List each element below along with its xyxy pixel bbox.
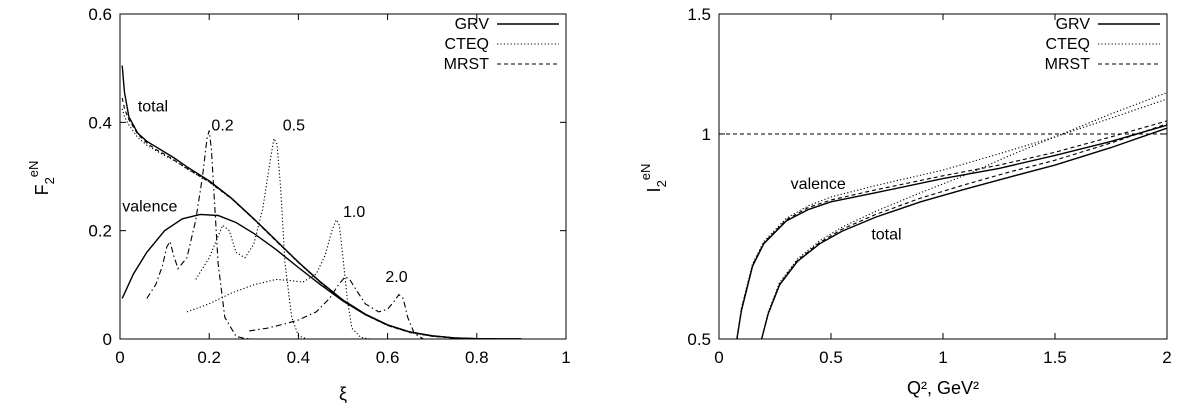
right-y-axis-label: I2eN xyxy=(638,164,669,193)
right-series-line xyxy=(736,120,1167,339)
left-series-line xyxy=(121,65,522,339)
left-y-axis-label: F2eN xyxy=(26,161,57,196)
left-annotation: 1.0 xyxy=(343,204,365,221)
svg-text:I2eN: I2eN xyxy=(638,164,669,193)
left-series-line xyxy=(121,108,522,339)
right-ticks: 0 0.5 1 1.5 20.511.5 xyxy=(687,5,1171,367)
right-y-label-base: I xyxy=(644,187,664,192)
left-series-line xyxy=(249,275,424,339)
right-legend: GRV CTEQ MRST xyxy=(1045,16,1160,73)
right-plot-frame xyxy=(718,13,1168,340)
right-series-group xyxy=(719,92,1167,339)
left-annotation: total xyxy=(138,99,168,116)
right-annotations: valence total xyxy=(791,176,902,243)
left-series-group xyxy=(121,65,522,339)
right-legend-label: MRST xyxy=(1045,56,1091,73)
right-y-label-sub: 2 xyxy=(654,180,669,187)
left-y-label-sub: 2 xyxy=(42,177,57,184)
left-ytick-label: 0.6 xyxy=(88,5,112,24)
right-xtick-label: 1.5 xyxy=(1043,348,1067,367)
right-xtick-label: 0 xyxy=(714,348,723,367)
right-series xyxy=(719,92,1167,339)
left-legend-label: GRV xyxy=(455,16,490,33)
left-annotation: 2.0 xyxy=(385,269,407,286)
left-ticks: 0 0.2 0.4 0.6 0.8 1 0 0.2 0.4 0.6 xyxy=(88,5,570,367)
left-annotation: 0.2 xyxy=(211,117,233,134)
left-legend: GRV CTEQ MRST xyxy=(444,16,559,73)
left-y-label-sup: eN xyxy=(26,161,41,178)
right-series-line xyxy=(736,124,1167,339)
right-legend-label: CTEQ xyxy=(1046,36,1090,53)
left-annotation: valence xyxy=(122,199,177,216)
right-annotation: valence xyxy=(791,176,846,193)
right-ytick-label: 1.5 xyxy=(687,5,711,24)
left-legend-label: MRST xyxy=(444,56,490,73)
left-series-line xyxy=(195,136,308,339)
left-series xyxy=(121,65,522,339)
left-legend-label: CTEQ xyxy=(445,36,489,53)
right-y-label-sup: eN xyxy=(638,164,653,181)
left-xtick-label: 1 xyxy=(561,348,570,367)
right-series-line xyxy=(736,98,1167,339)
left-series-line xyxy=(121,213,522,339)
right-series-line xyxy=(761,123,1167,339)
left-ytick-label: 0 xyxy=(103,330,112,349)
right-xtick-label: 0.5 xyxy=(819,348,843,367)
left-xtick-label: 0.4 xyxy=(287,348,311,367)
right-annotation: total xyxy=(871,226,901,243)
left-chart: 0 0.2 0.4 0.6 0.8 1 0 0.2 0.4 0.6 GRV CTEQ MRST tot… xyxy=(26,5,571,404)
left-y-label-base: F xyxy=(32,184,52,195)
left-annotation: 0.5 xyxy=(283,117,305,134)
left-ytick-label: 0.4 xyxy=(88,113,112,132)
left-ytick-label: 0.2 xyxy=(88,222,112,241)
left-series-line xyxy=(146,130,254,339)
left-xtick-label: 0.8 xyxy=(465,348,489,367)
right-series-line xyxy=(760,127,1167,339)
left-xtick-label: 0 xyxy=(115,348,124,367)
svg-text:F2eN: F2eN xyxy=(26,161,57,196)
right-xtick-label: 1 xyxy=(938,348,947,367)
left-x-axis-label: ξ xyxy=(339,384,347,404)
right-ytick-label: 0.5 xyxy=(687,330,711,349)
right-series-line xyxy=(761,92,1167,339)
right-x-axis-label: Q², GeV² xyxy=(907,378,979,398)
left-plot-frame xyxy=(119,13,567,340)
right-legend-label: GRV xyxy=(1056,16,1091,33)
right-xtick-label: 2 xyxy=(1162,348,1171,367)
left-xtick-label: 0.6 xyxy=(376,348,400,367)
right-ytick-label: 1 xyxy=(702,125,711,144)
left-annotations: total valence 0.2 0.5 1.0 2.0 xyxy=(122,99,407,287)
left-series-line xyxy=(121,97,522,339)
left-xtick-label: 0.2 xyxy=(197,348,221,367)
